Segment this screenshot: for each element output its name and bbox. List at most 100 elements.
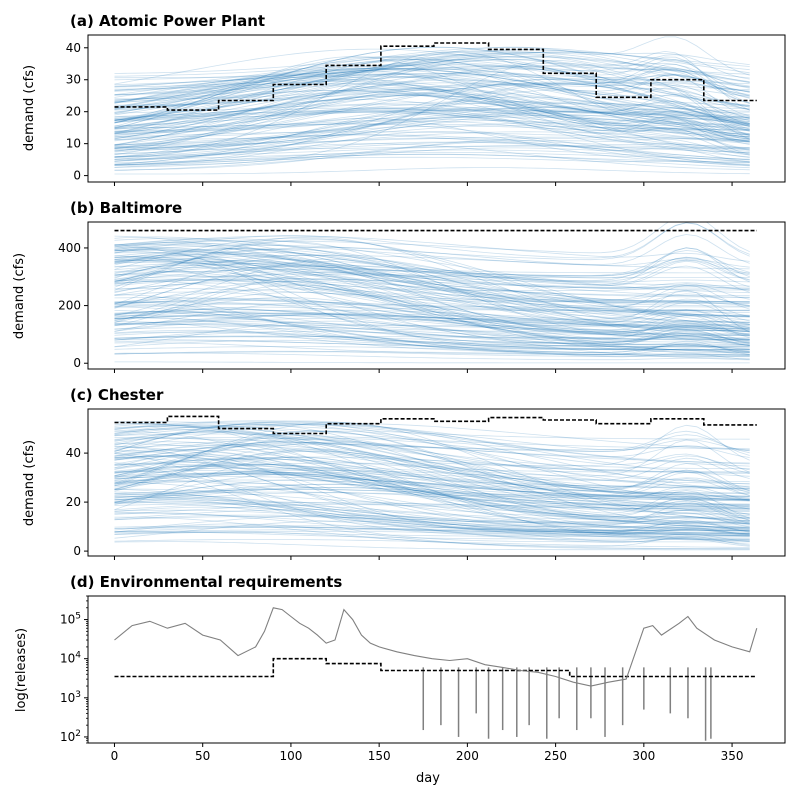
plot-area <box>114 36 757 175</box>
ensemble-trace <box>114 69 750 120</box>
ensemble-trace <box>114 59 750 118</box>
ensemble-trace <box>114 143 750 171</box>
ensemble-trace <box>114 442 750 542</box>
ensemble-trace <box>114 465 750 529</box>
ensemble-trace <box>114 309 750 335</box>
ensemble-trace <box>114 46 750 124</box>
ensemble-trace <box>114 324 750 331</box>
ensemble-trace <box>114 119 750 162</box>
ensemble-traces <box>114 222 750 364</box>
ensemble-trace <box>114 50 750 96</box>
ensemble-trace <box>114 109 750 121</box>
ensemble-trace <box>114 303 750 317</box>
ensemble-trace <box>114 300 750 313</box>
panel-c-title: (c) Chester <box>70 386 164 404</box>
ensemble-trace <box>114 430 750 492</box>
ensemble-trace <box>114 501 750 534</box>
ensemble-trace <box>114 433 750 450</box>
plot-area <box>114 607 758 741</box>
ensemble-trace <box>114 247 750 281</box>
ensemble-trace <box>114 83 750 118</box>
ensemble-trace <box>114 514 750 540</box>
ensemble-trace <box>114 438 750 474</box>
ensemble-trace <box>114 531 750 538</box>
x-tick-label: 0 <box>111 749 119 763</box>
ensemble-trace <box>114 500 750 532</box>
ensemble-trace <box>114 469 750 484</box>
ensemble-trace <box>114 93 750 136</box>
ensemble-trace <box>114 136 750 147</box>
ensemble-trace <box>114 65 750 81</box>
ensemble-trace <box>114 531 750 540</box>
ensemble-trace <box>114 342 750 355</box>
ensemble-trace <box>114 541 750 551</box>
ensemble-trace <box>114 294 750 350</box>
x-tick-label: 200 <box>456 749 479 763</box>
ensemble-trace <box>114 235 750 262</box>
ensemble-trace <box>114 75 750 117</box>
ensemble-trace <box>114 260 750 354</box>
ensemble-trace <box>114 488 750 543</box>
ensemble-trace <box>114 514 750 537</box>
ensemble-trace <box>114 302 750 356</box>
ensemble-trace <box>114 330 750 353</box>
x-tick-label: 100 <box>279 749 302 763</box>
ensemble-trace <box>114 321 750 336</box>
ensemble-trace <box>114 245 750 332</box>
ensemble-trace <box>114 328 750 348</box>
ensemble-trace <box>114 68 750 106</box>
ensemble-trace <box>114 137 750 168</box>
ensemble-trace <box>114 462 750 543</box>
ensemble-trace <box>114 111 750 149</box>
ensemble-trace <box>114 109 750 140</box>
ensemble-trace <box>114 237 750 330</box>
ensemble-trace <box>114 481 750 532</box>
ensemble-trace <box>114 473 750 497</box>
ensemble-trace <box>114 58 750 111</box>
ensemble-trace <box>114 51 750 79</box>
ensemble-trace <box>114 539 750 548</box>
y-tick-label: 105 <box>60 612 81 627</box>
ensemble-trace <box>114 421 750 485</box>
ensemble-trace <box>114 530 750 539</box>
ensemble-trace <box>114 141 750 171</box>
ensemble-trace <box>114 111 750 138</box>
y-tick-label: 200 <box>58 299 81 313</box>
ensemble-trace <box>114 498 750 509</box>
ensemble-trace <box>114 473 750 494</box>
ensemble-trace <box>114 463 750 521</box>
ensemble-trace <box>114 248 750 317</box>
ensemble-trace <box>114 293 750 308</box>
ensemble-trace <box>114 494 750 523</box>
ensemble-trace <box>114 313 750 327</box>
ensemble-trace <box>114 420 750 492</box>
ensemble-trace <box>114 304 750 347</box>
ensemble-trace <box>114 265 750 351</box>
ensemble-trace <box>114 483 750 502</box>
ensemble-trace <box>114 309 750 325</box>
ensemble-trace <box>114 331 750 347</box>
panel-c: (c) Chester demand (cfs) 0 20 40 <box>22 386 786 560</box>
ensemble-trace <box>114 123 750 161</box>
ensemble-trace <box>114 113 750 153</box>
ensemble-trace <box>114 481 750 532</box>
ensemble-trace <box>114 441 750 524</box>
ensemble-trace <box>114 108 750 156</box>
ensemble-trace <box>114 80 750 143</box>
ensemble-trace <box>114 516 750 525</box>
ensemble-trace <box>114 470 750 502</box>
ensemble-trace <box>114 472 750 500</box>
ensemble-trace <box>114 123 750 131</box>
ensemble-trace <box>114 302 750 311</box>
ensemble-trace <box>114 111 750 139</box>
ensemble-trace <box>114 67 750 139</box>
ensemble-trace <box>114 488 750 510</box>
ensemble-trace <box>114 239 750 328</box>
ensemble-trace <box>114 454 750 535</box>
x-tick-label: 250 <box>544 749 567 763</box>
ensemble-trace <box>114 73 750 92</box>
ensemble-trace <box>114 85 750 143</box>
ensemble-trace <box>114 134 750 149</box>
ensemble-trace <box>114 134 750 149</box>
ensemble-trace <box>114 94 750 156</box>
